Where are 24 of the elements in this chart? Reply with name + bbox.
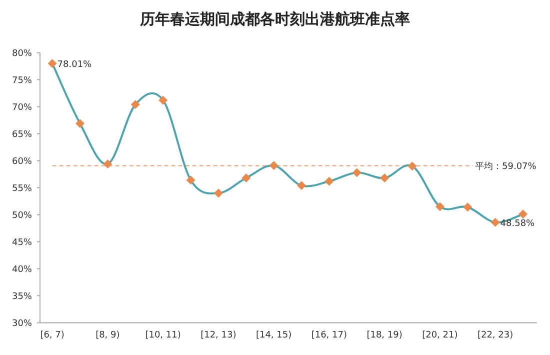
y-tick-label: 75%	[12, 76, 32, 86]
ref-line-label: 平均：59.07%	[475, 161, 537, 172]
x-tick-label: [20, 21)	[422, 330, 458, 341]
y-tick-label: 45%	[12, 238, 32, 248]
x-tick-label: [12, 13)	[200, 330, 236, 341]
y-tick-label: 60%	[12, 157, 32, 168]
data-label: 78.01%	[57, 60, 92, 70]
x-tick-label: [10, 11)	[145, 330, 181, 341]
x-tick-label: [18, 19)	[366, 330, 402, 341]
y-tick-label: 40%	[12, 265, 32, 276]
x-tick-label: [16, 17)	[311, 330, 348, 341]
y-tick-label: 30%	[12, 319, 32, 330]
x-tick-label: [8, 9)	[96, 330, 120, 341]
y-tick-label: 55%	[12, 184, 32, 194]
x-tick-label: [6, 7)	[40, 330, 64, 341]
title: 历年春运期间成都各时刻出港航班准点率	[140, 10, 410, 28]
y-tick-label: 70%	[12, 103, 32, 114]
x-tick-label: [22, 23)	[477, 330, 514, 341]
y-tick-label: 80%	[12, 49, 32, 60]
data-label: 48.58%	[500, 218, 536, 229]
y-tick-label: 65%	[12, 130, 32, 140]
y-tick-label: 50%	[12, 211, 32, 222]
x-tick-label: [14, 15)	[256, 330, 292, 341]
y-tick-label: 35%	[12, 292, 32, 302]
